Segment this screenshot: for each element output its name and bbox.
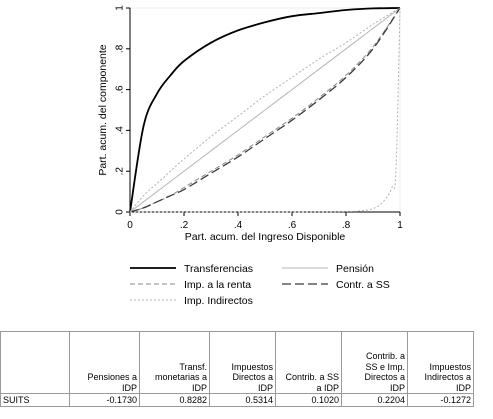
table-header-row: Pensiones a IDP Transf. monetarias a IDP Im… [0,331,474,394]
column-header-pensiones: Pensiones a IDP [69,331,140,394]
y-tick-label: .2 [115,167,126,176]
y-tick-label: 1 [115,5,126,11]
column-header-contrib-ss: Contrib. a SS a IDP [275,331,342,394]
series-line-unlabeled [130,7,401,213]
series-line-imp-indirectos [129,7,401,213]
x-tick-label: 0 [127,220,133,231]
x-tick-label: .2 [180,220,189,231]
suits-transf-cell: 0.8282 [139,393,210,407]
suits-pensiones-cell: -0.1730 [69,393,140,407]
lorenz-concentration-chart: 0 .2 .4 .6 .8 1 0 .2 .4 .6 .8 1 Part. acum. del Ingr… [97,5,403,307]
suits-imp-directos-cell: 0.5314 [209,393,276,407]
legend-label-contr-a-ss: Contr. a SS [336,279,390,291]
x-tick-label: .6 [288,220,297,231]
suits-table: Pensiones a IDP Transf. monetarias a IDP Im… [0,331,474,407]
column-header-imp-directos: Impuestos Directos a IDP [209,331,276,394]
table-row-suits: SUITS -0.1730 0.8282 0.5314 0.1020 0.220… [0,393,474,407]
table-corner-cell [0,331,70,394]
series-line-contr-a-ss [129,7,401,213]
y-axis-title: Part. acum. del componente [97,44,109,175]
legend-label-pension: Pensión [336,263,374,275]
x-tick-label: .4 [234,220,243,231]
column-header-contrib-ss-imp: Contrib. a SS e Imp. Directos a IDP [341,331,408,394]
column-header-imp-indirectos: Impuestos Indirectos a IDP [407,331,474,394]
x-tick-label: 1 [397,220,403,231]
legend-label-transferencias: Transferencias [184,263,253,275]
y-tick-label: .6 [115,85,126,94]
series-line-pension [129,7,401,213]
legend-label-imp-indirectos: Imp. Indirectos [184,295,253,307]
suits-contrib-ss-imp-cell: 0.2204 [341,393,408,407]
column-header-transf: Transf. monetarias a IDP [139,331,210,394]
y-tick-label: .4 [115,126,126,135]
suits-imp-indirectos-cell: -0.1272 [407,393,474,407]
chart-svg: 0 .2 .4 .6 .8 1 0 .2 .4 .6 .8 1 Part. acum. del Ingr… [97,5,403,307]
y-tick-label: .8 [115,44,126,53]
legend-label-imp-a-la-renta: Imp. a la renta [184,279,251,291]
suits-contrib-ss-cell: 0.1020 [275,393,342,407]
series-line-transferencias [129,7,401,213]
row-label-suits: SUITS [0,393,70,407]
x-axis-title: Part. acum. del Ingreso Disponible [185,231,346,243]
x-tick-label: .8 [342,220,351,231]
y-tick-label: 0 [115,209,126,215]
